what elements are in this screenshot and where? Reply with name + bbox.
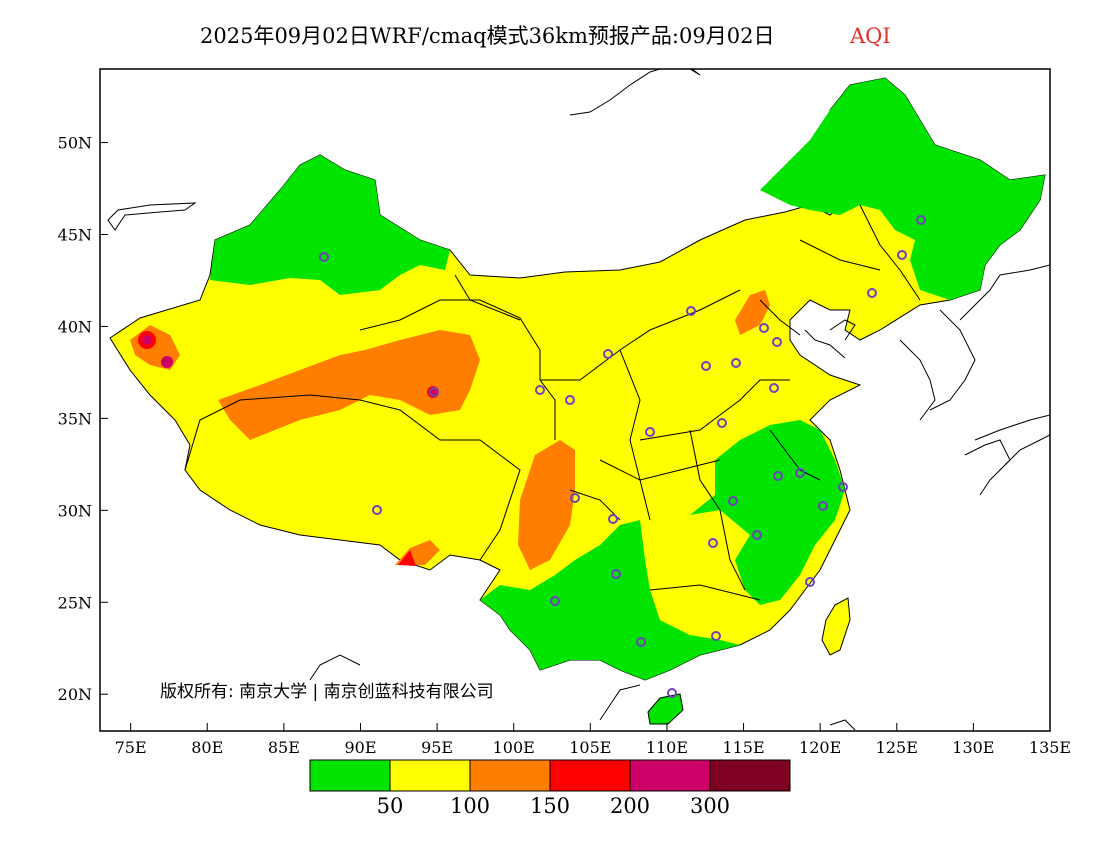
station-marker — [773, 471, 783, 481]
hotspot-unhealthy-south-tibet — [398, 550, 416, 566]
station-marker — [897, 250, 907, 260]
station-marker — [867, 288, 877, 298]
station-marker — [429, 387, 439, 397]
station-marker — [711, 631, 721, 641]
x-tick-label: 80E — [191, 738, 223, 757]
station-marker — [686, 306, 696, 316]
station-marker — [565, 395, 575, 405]
region-moderate-guangxi — [660, 585, 705, 635]
hotspot-very-unhealthy-kashgar — [142, 335, 152, 345]
title-pollutant: AQI — [849, 24, 891, 48]
y-tick-label: 45N — [58, 226, 92, 245]
station-marker — [728, 496, 738, 506]
y-tick-label: 40N — [58, 317, 92, 336]
hotspot-very-unhealthy-yarkant — [161, 356, 173, 368]
province-boundaries — [184, 204, 921, 601]
taiwan-island — [821, 597, 851, 656]
x-tick-label: 110E — [646, 738, 688, 757]
station-marker — [795, 468, 805, 478]
x-axis-ticks: 75E 80E 85E 90E 95E 100E 105E 110E 115E 120E 125E 1… — [115, 723, 1071, 757]
legend-swatch — [549, 759, 631, 792]
region-good-xinjiang — [210, 155, 450, 295]
x-tick-label: 115E — [722, 738, 764, 757]
region-good-northeast — [760, 78, 1045, 300]
legend-swatch — [709, 759, 791, 792]
aqi-legend: 50 100 150 200 300 — [309, 759, 791, 818]
station-marker — [916, 215, 926, 225]
hainan-island — [647, 693, 684, 725]
station-marker — [319, 252, 329, 262]
legend-label: 150 — [530, 794, 570, 818]
x-tick-label: 95E — [421, 738, 453, 757]
x-tick-label: 130E — [952, 738, 994, 757]
y-tick-label: 30N — [58, 501, 92, 520]
x-tick-label: 85E — [268, 738, 300, 757]
hotspot-very-unhealthy-qaidam — [430, 389, 436, 395]
station-marker — [570, 493, 580, 503]
legend-swatch — [629, 759, 711, 792]
title-main: 2025年09月02日WRF/cmaq模式36km预报产品:09月02日 — [200, 24, 774, 48]
x-tick-label: 125E — [876, 738, 918, 757]
region-sensitive-sichuan — [518, 440, 575, 570]
station-marker — [611, 569, 621, 579]
station-marker — [372, 505, 382, 515]
station-marker — [701, 361, 711, 371]
x-tick-label: 105E — [569, 738, 611, 757]
station-marker — [752, 530, 762, 540]
legend-swatch — [469, 759, 551, 792]
station-marker — [759, 323, 769, 333]
y-tick-label: 20N — [58, 685, 92, 704]
y-tick-label: 35N — [58, 409, 92, 428]
legend-label: 100 — [450, 794, 490, 818]
station-markers — [319, 215, 926, 698]
station-marker — [535, 385, 545, 395]
station-marker — [805, 577, 815, 587]
legend-label: 300 — [690, 794, 730, 818]
station-marker — [645, 427, 655, 437]
x-tick-label: 120E — [799, 738, 841, 757]
x-tick-label: 100E — [493, 738, 535, 757]
y-tick-label: 25N — [58, 593, 92, 612]
station-marker — [667, 688, 677, 698]
region-good-east-china — [690, 420, 845, 605]
region-sensitive-tibet-band — [218, 330, 480, 440]
legend-swatch — [309, 759, 391, 792]
station-marker — [603, 349, 613, 359]
y-tick-label: 50N — [58, 134, 92, 153]
x-tick-label: 90E — [344, 738, 376, 757]
legend-swatch — [389, 759, 471, 792]
y-axis-ticks: 20N 25N 30N 35N 40N 45N 50N — [58, 134, 108, 704]
map-title: 2025年09月02日WRF/cmaq模式36km预报产品:09月02日 AQI — [200, 24, 891, 48]
station-marker — [608, 514, 618, 524]
legend-label: 200 — [610, 794, 650, 818]
legend-label: 50 — [377, 794, 404, 818]
station-marker — [769, 383, 779, 393]
station-marker — [731, 358, 741, 368]
map-frame — [99, 68, 1051, 732]
x-tick-label: 75E — [115, 738, 147, 757]
copyright-text: 版权所有: 南京大学 | 南京创蓝科技有限公司 — [160, 682, 494, 702]
map-content — [107, 69, 1050, 731]
station-marker — [838, 482, 848, 492]
station-marker — [818, 501, 828, 511]
station-marker — [772, 337, 782, 347]
x-tick-label: 135E — [1029, 738, 1071, 757]
station-marker — [636, 637, 646, 647]
station-marker — [550, 596, 560, 606]
station-marker — [717, 418, 727, 428]
region-good-south-china — [480, 520, 740, 680]
station-marker — [708, 538, 718, 548]
neighbor-coastlines — [107, 69, 1050, 731]
